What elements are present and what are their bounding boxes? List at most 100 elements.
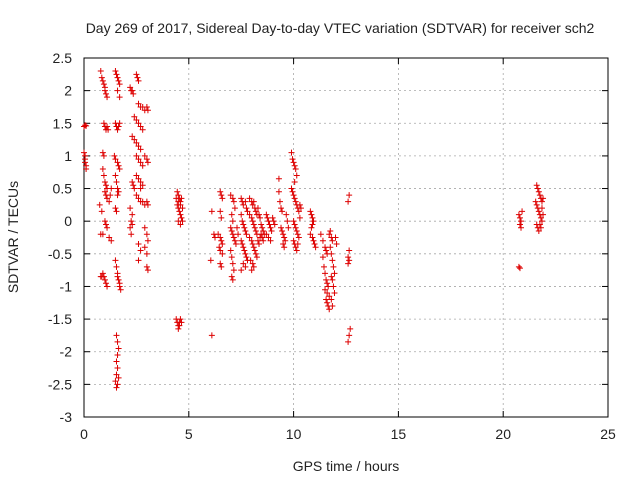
data-point — [217, 234, 224, 241]
data-point — [208, 332, 215, 339]
data-point — [114, 185, 121, 192]
data-point — [114, 74, 121, 81]
data-point — [322, 244, 329, 251]
data-point — [516, 214, 523, 221]
y-tick-label: -2 — [60, 344, 73, 360]
data-point — [278, 224, 285, 231]
y-tick-label: 0.5 — [53, 181, 73, 197]
data-point — [114, 381, 121, 388]
data-point — [516, 221, 523, 228]
data-point — [143, 103, 150, 110]
data-point — [271, 221, 278, 228]
data-point — [112, 205, 119, 212]
data-point — [251, 224, 258, 231]
y-tick-label: -1.5 — [48, 311, 72, 327]
data-point — [536, 221, 543, 228]
data-point — [135, 241, 142, 248]
data-point — [106, 198, 113, 205]
data-point — [176, 208, 183, 215]
data-point — [230, 234, 237, 241]
data-point — [537, 224, 544, 231]
data-point — [243, 231, 250, 238]
data-point — [137, 159, 144, 166]
data-point — [516, 265, 523, 272]
data-point — [330, 263, 337, 270]
data-point — [108, 185, 115, 192]
data-point — [291, 195, 298, 202]
chart-title: Day 269 of 2017, Sidereal Day-to-day VTE… — [86, 20, 595, 36]
data-point — [258, 231, 265, 238]
data-point — [535, 208, 542, 215]
data-point — [101, 179, 108, 186]
data-point — [115, 188, 122, 195]
data-point — [346, 247, 353, 254]
data-point — [228, 273, 235, 280]
data-point — [329, 276, 336, 283]
data-point — [139, 182, 146, 189]
data-point — [81, 149, 87, 156]
data-point — [252, 250, 259, 257]
data-point — [208, 208, 215, 215]
data-point — [137, 185, 144, 192]
data-point — [309, 214, 316, 221]
data-point — [115, 374, 122, 381]
data-point — [275, 175, 282, 182]
data-point — [144, 159, 151, 166]
data-point — [216, 244, 223, 251]
data-point — [238, 195, 245, 202]
data-point — [259, 224, 266, 231]
data-point — [346, 257, 353, 264]
data-point — [131, 185, 138, 192]
data-point — [263, 231, 270, 238]
data-point — [240, 201, 247, 208]
data-point — [243, 205, 250, 212]
data-point — [533, 182, 540, 189]
data-point — [345, 254, 352, 261]
y-tick-label: -2.5 — [48, 376, 72, 392]
data-point — [252, 227, 259, 234]
data-point — [289, 188, 296, 195]
data-point — [115, 345, 122, 352]
data-point — [331, 270, 338, 277]
data-point — [133, 192, 140, 199]
data-point — [319, 254, 326, 261]
data-point — [234, 224, 241, 231]
data-point — [128, 231, 135, 238]
data-point — [538, 218, 545, 225]
data-point — [323, 276, 330, 283]
data-point — [144, 201, 151, 208]
data-point — [264, 214, 271, 221]
data-point — [265, 234, 272, 241]
data-point — [259, 234, 266, 241]
data-point — [326, 231, 333, 238]
data-point — [270, 218, 277, 225]
data-point — [320, 263, 327, 270]
data-point — [113, 179, 120, 186]
data-point — [97, 68, 104, 75]
data-point — [295, 234, 302, 241]
y-tick-label: 1.5 — [53, 115, 73, 131]
data-point — [100, 120, 107, 127]
data-point — [175, 205, 182, 212]
x-tick-label: 10 — [286, 426, 302, 442]
data-point — [280, 231, 287, 238]
data-point — [537, 214, 544, 221]
data-point — [239, 241, 246, 248]
data-point — [254, 237, 261, 244]
data-point — [175, 325, 182, 332]
data-point — [232, 241, 239, 248]
data-point — [275, 188, 282, 195]
data-point — [212, 234, 218, 241]
data-point — [250, 244, 257, 251]
data-point — [317, 231, 324, 238]
data-point — [288, 149, 295, 156]
data-point — [292, 244, 299, 251]
data-point — [141, 224, 148, 231]
data-point — [281, 244, 288, 251]
data-point — [217, 208, 224, 215]
data-point — [101, 188, 108, 195]
data-point — [113, 263, 120, 270]
data-point — [117, 286, 124, 293]
data-point — [135, 175, 142, 182]
